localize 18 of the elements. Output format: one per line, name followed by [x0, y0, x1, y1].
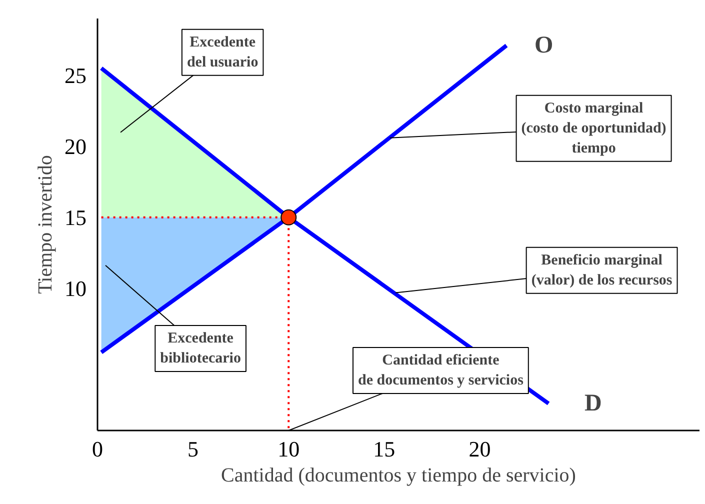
- y-tick-label: 25: [64, 62, 86, 88]
- y-tick-label: 15: [64, 204, 86, 230]
- annotation: Cantidad eficiente de documentos y servicios: [358, 352, 524, 388]
- y-tick-label: 20: [64, 134, 86, 159]
- y-tick-label: 10: [64, 276, 86, 301]
- x-tick-label: 5: [188, 436, 199, 462]
- y-axis-title: Tiempo invertido: [34, 155, 56, 294]
- series-label: D: [584, 390, 602, 417]
- annotation: Excedente del usuario: [186, 34, 258, 70]
- annotation: Excedente bibliotecario: [160, 330, 241, 366]
- annotation: Beneficio marginal (valor) de los recursos: [531, 252, 672, 288]
- x-tick-label: 0: [92, 436, 103, 462]
- x-tick-label: 10: [278, 436, 300, 462]
- x-tick-label: 15: [373, 436, 396, 462]
- series-label: O: [534, 32, 554, 58]
- x-axis-title: Cantidad (documentos y tiempo de servicio): [221, 464, 576, 486]
- x-tick-label: 20: [468, 436, 491, 462]
- annotation: Costo marginal (costo de oportunidad) tiempo: [521, 100, 666, 156]
